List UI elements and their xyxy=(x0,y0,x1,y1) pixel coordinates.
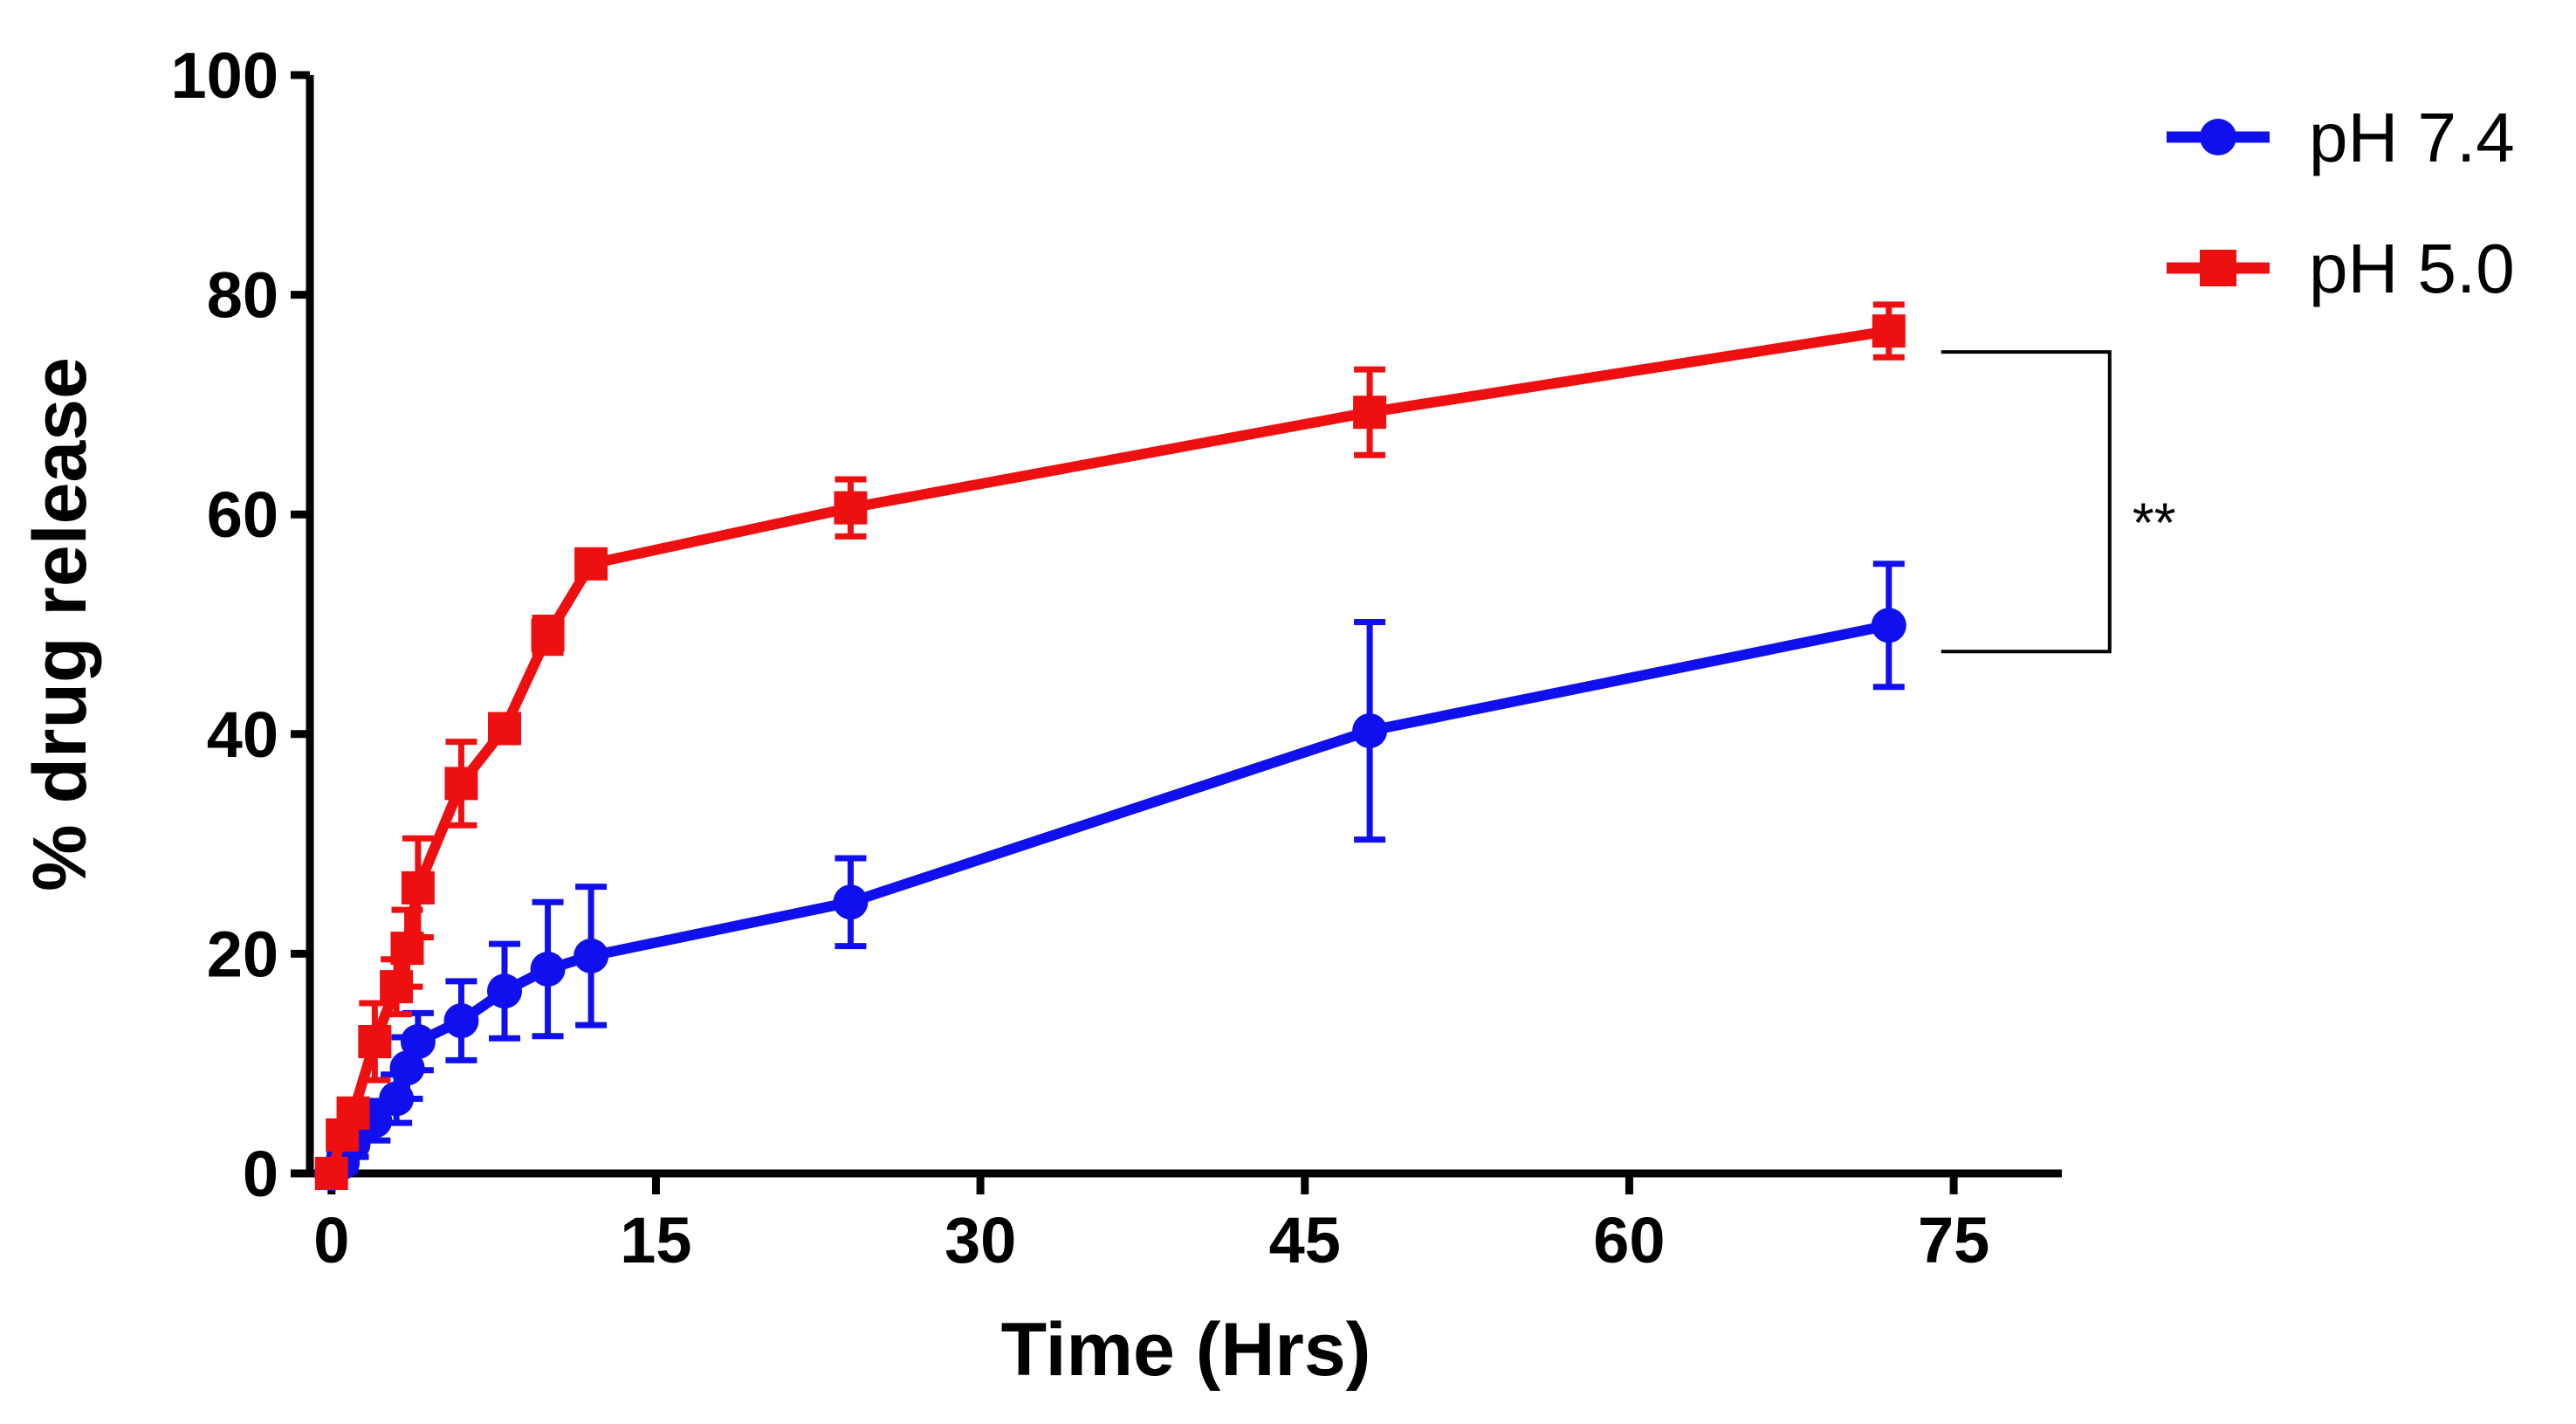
series-ph-7-4 xyxy=(313,561,1906,1191)
axes: 0 20 40 60 80 100 0 15 30 45 60 75 Time (Hrs) % drug … xyxy=(18,39,2062,1392)
data-point xyxy=(1353,396,1387,430)
data-point xyxy=(1352,713,1388,749)
data-point xyxy=(443,1003,479,1039)
data-point xyxy=(389,1050,425,1086)
annotation-layer: ** xyxy=(1941,350,2176,654)
y-tick-label: 40 xyxy=(207,698,278,771)
legend: pH 7.4 pH 5.0 xyxy=(2167,99,2515,307)
legend-item: pH 5.0 xyxy=(2167,230,2515,307)
legend-label: pH 5.0 xyxy=(2309,230,2515,307)
y-tick-label: 0 xyxy=(243,1138,278,1210)
x-tick-label: 0 xyxy=(313,1204,349,1276)
legend-marker xyxy=(2200,119,2236,155)
data-point xyxy=(1872,314,1906,348)
y-axis-title: % drug release xyxy=(18,357,102,891)
data-point xyxy=(390,932,424,966)
data-point xyxy=(358,1025,392,1059)
data-point xyxy=(380,970,414,1004)
data-point xyxy=(400,1024,436,1060)
x-tick-label: 15 xyxy=(620,1204,691,1276)
data-point xyxy=(834,491,868,525)
significance-label: ** xyxy=(2133,492,2176,554)
y-tick-label: 60 xyxy=(207,478,278,551)
data-point xyxy=(487,973,522,1009)
series-line xyxy=(326,326,1890,1175)
bracket-line xyxy=(1941,350,2112,654)
data-point xyxy=(314,1157,348,1190)
legend-item: pH 7.4 xyxy=(2167,99,2515,176)
x-tick-label: 60 xyxy=(1593,1204,1665,1276)
series-ph-5-0 xyxy=(314,301,1906,1190)
data-point xyxy=(401,870,435,905)
data-point xyxy=(530,952,566,987)
y-tick-label: 80 xyxy=(207,259,278,332)
data-point xyxy=(574,547,608,581)
series-layer xyxy=(313,301,1906,1191)
y-tick-label: 20 xyxy=(207,918,278,990)
data-point xyxy=(574,938,609,973)
legend-marker xyxy=(2200,250,2236,286)
data-point xyxy=(531,618,565,652)
data-point xyxy=(379,1081,415,1117)
series-line xyxy=(327,620,1890,1178)
data-point xyxy=(444,767,478,801)
significance-bracket: ** xyxy=(1941,350,2176,654)
legend-label: pH 7.4 xyxy=(2309,99,2515,176)
x-axis-title: Time (Hrs) xyxy=(1001,1308,1371,1392)
data-point xyxy=(1871,608,1906,643)
x-tick-label: 30 xyxy=(945,1204,1016,1276)
x-tick-label: 45 xyxy=(1269,1204,1341,1276)
x-tick-label: 75 xyxy=(1918,1204,1989,1276)
data-point xyxy=(336,1096,370,1130)
data-point xyxy=(833,884,869,920)
data-point xyxy=(488,712,521,746)
y-tick-label: 100 xyxy=(171,39,278,112)
